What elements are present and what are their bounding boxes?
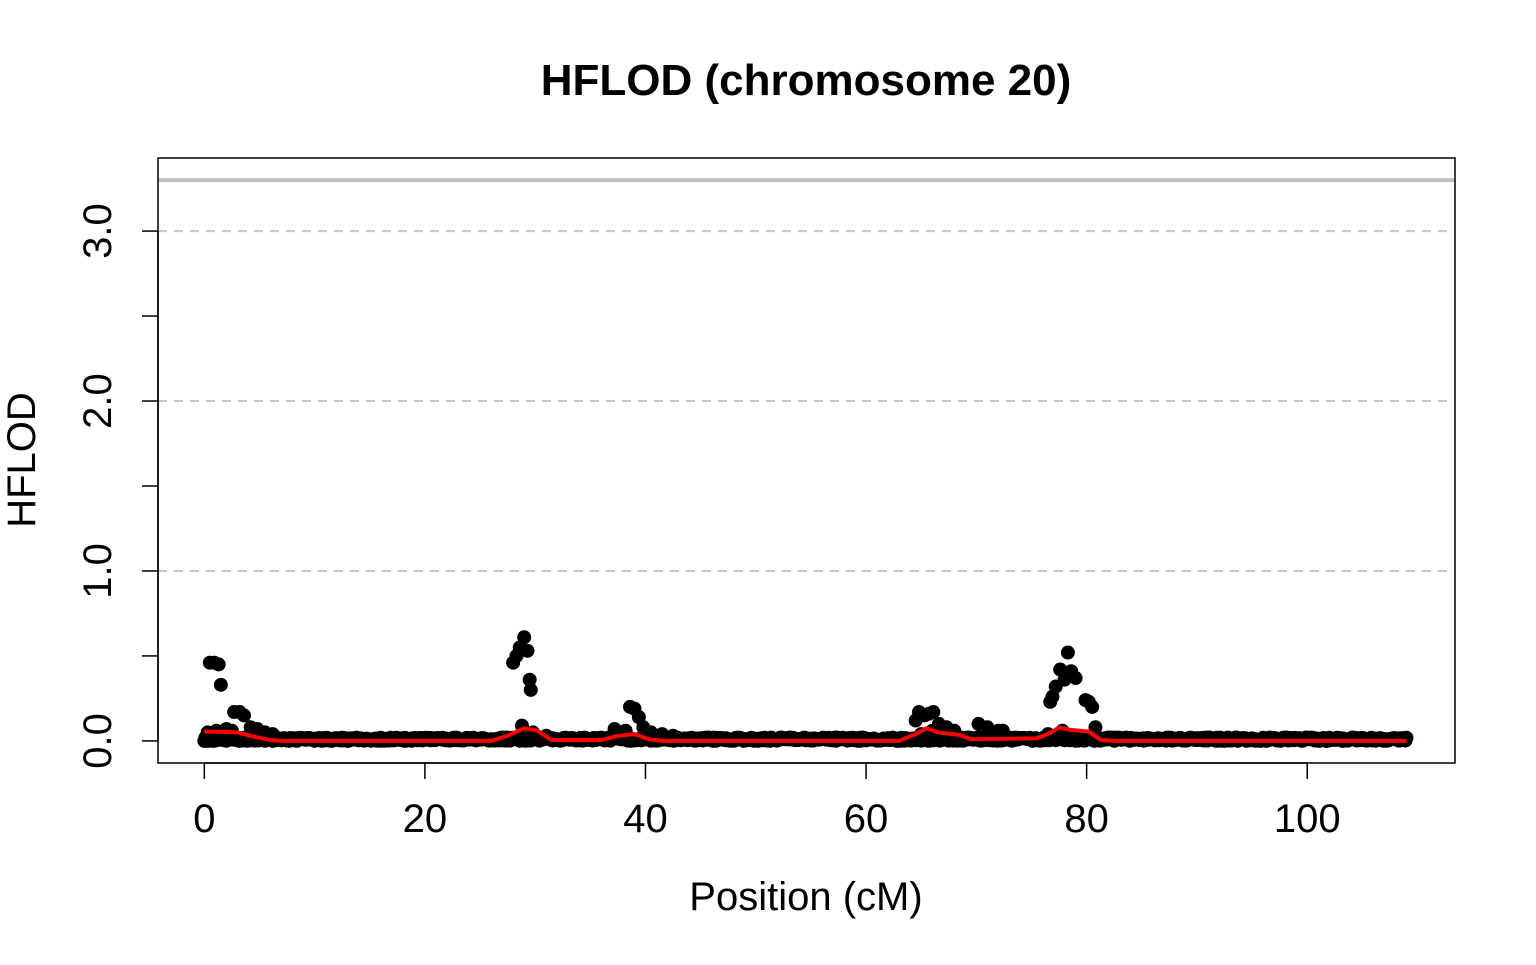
data-point <box>607 722 622 737</box>
data-point <box>517 630 532 645</box>
x-tick-label: 100 <box>1274 797 1341 841</box>
chart-title: HFLOD (chromosome 20) <box>541 56 1072 105</box>
data-point <box>1088 720 1103 735</box>
grid-layer <box>158 230 1455 572</box>
data-point <box>995 723 1010 738</box>
x-axis-label: Position (cM) <box>689 875 922 919</box>
data-point <box>1085 699 1100 714</box>
y-tick-label: 2.0 <box>76 373 120 429</box>
x-tick-label: 40 <box>623 797 668 841</box>
x-tick-label: 0 <box>193 797 215 841</box>
data-point <box>523 682 538 697</box>
data-point <box>522 672 537 687</box>
data-point <box>520 643 535 658</box>
x-tick-label: 20 <box>403 797 448 841</box>
plot-frame <box>157 157 1456 764</box>
data-point <box>1068 671 1083 686</box>
smooth-line <box>204 725 1407 743</box>
data-point <box>1060 645 1075 660</box>
data-point <box>265 727 280 742</box>
smooth-line-layer <box>204 725 1407 743</box>
data-point <box>237 708 252 723</box>
data-point <box>213 677 228 692</box>
data-point <box>980 720 995 735</box>
y-tick-label: 0.0 <box>76 713 120 769</box>
y-tick-label: 1.0 <box>76 543 120 599</box>
data-point <box>655 727 670 742</box>
data-point <box>643 725 658 740</box>
points-layer <box>197 630 1414 748</box>
data-point <box>926 705 941 720</box>
x-tick-label: 80 <box>1064 797 1109 841</box>
y-tick-label: 3.0 <box>76 203 120 259</box>
x-tick-label: 60 <box>844 797 889 841</box>
data-point <box>211 657 226 672</box>
y-axis-label: HFLOD <box>0 392 44 528</box>
